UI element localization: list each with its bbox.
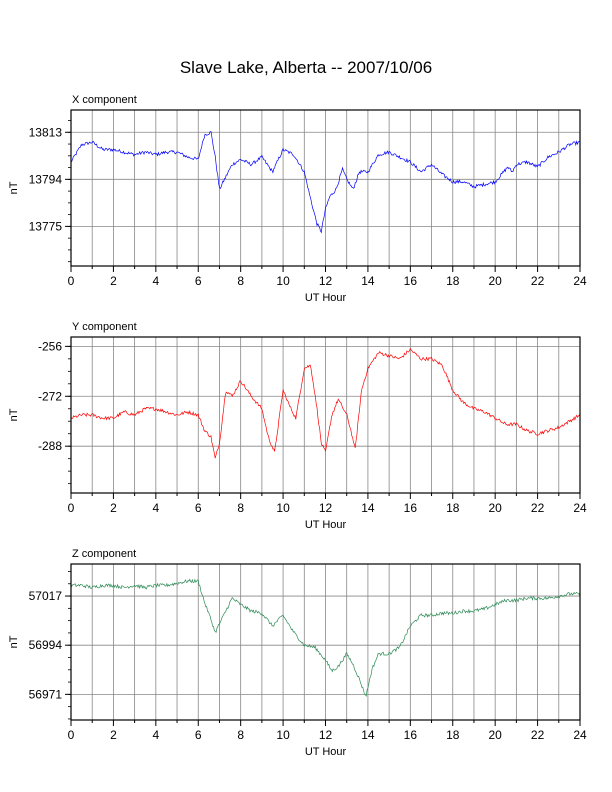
- x-tick-label: 14: [361, 501, 375, 515]
- x-tick-label: 10: [276, 728, 290, 742]
- x-tick-label: 8: [237, 501, 244, 515]
- panel-title: Y component: [72, 321, 137, 333]
- x-tick-label: 22: [531, 274, 545, 288]
- x-tick-label: 18: [446, 501, 460, 515]
- series-line: [70, 578, 581, 697]
- x-tick-label: 6: [195, 728, 202, 742]
- x-tick-label: 0: [68, 274, 75, 288]
- y-tick-label: 57017: [29, 589, 63, 603]
- x-tick-label: 6: [195, 274, 202, 288]
- x-tick-label: 20: [488, 728, 502, 742]
- x-tick-label: 8: [237, 274, 244, 288]
- y-tick-label: 56994: [29, 638, 63, 652]
- x-tick-label: 16: [404, 274, 418, 288]
- series-line: [70, 347, 581, 459]
- x-tick-label: 10: [276, 274, 290, 288]
- x-tick-label: 0: [68, 501, 75, 515]
- x-axis-label: UT Hour: [305, 746, 347, 758]
- x-tick-label: 24: [573, 274, 587, 288]
- y-tick-label: -272: [38, 389, 62, 403]
- x-tick-label: 24: [573, 728, 587, 742]
- y-tick-label: -288: [38, 439, 62, 453]
- plot-frame: [70, 336, 581, 494]
- x-tick-label: 8: [237, 728, 244, 742]
- y-tick-label: -256: [38, 339, 62, 353]
- x-axis-label: UT Hour: [305, 519, 347, 531]
- x-tick-label: 22: [531, 501, 545, 515]
- y-tick-label: 13794: [29, 172, 63, 186]
- plot-frame: [70, 109, 581, 267]
- x-axis-label: UT Hour: [305, 292, 347, 304]
- series-line: [70, 131, 581, 234]
- x-tick-label: 12: [319, 501, 333, 515]
- x-tick-label: 18: [446, 274, 460, 288]
- x-tick-label: 16: [404, 501, 418, 515]
- y-axis-label: nT: [8, 181, 20, 194]
- x-tick-label: 6: [195, 501, 202, 515]
- x-tick-label: 18: [446, 728, 460, 742]
- panel-title: X component: [72, 94, 137, 106]
- x-tick-label: 24: [573, 501, 587, 515]
- x-tick-label: 4: [152, 274, 159, 288]
- x-tick-label: 2: [110, 728, 117, 742]
- y-tick-label: 13813: [29, 125, 63, 139]
- x-tick-label: 20: [488, 274, 502, 288]
- x-tick-label: 10: [276, 501, 290, 515]
- y-axis-label: nT: [8, 635, 20, 648]
- x-tick-label: 14: [361, 274, 375, 288]
- plot-frame: [70, 563, 581, 721]
- x-tick-label: 0: [68, 728, 75, 742]
- y-tick-label: 13775: [29, 219, 63, 233]
- y-tick-label: 56971: [29, 687, 63, 701]
- chart-title: Slave Lake, Alberta -- 2007/10/06: [179, 58, 433, 77]
- x-tick-label: 2: [110, 274, 117, 288]
- x-tick-label: 4: [152, 501, 159, 515]
- panel-title: Z component: [72, 548, 136, 560]
- x-tick-label: 20: [488, 501, 502, 515]
- y-axis-label: nT: [8, 408, 20, 421]
- x-tick-label: 22: [531, 728, 545, 742]
- x-tick-label: 14: [361, 728, 375, 742]
- x-tick-label: 12: [319, 274, 333, 288]
- x-tick-label: 2: [110, 501, 117, 515]
- x-tick-label: 16: [404, 728, 418, 742]
- x-tick-label: 4: [152, 728, 159, 742]
- x-tick-label: 12: [319, 728, 333, 742]
